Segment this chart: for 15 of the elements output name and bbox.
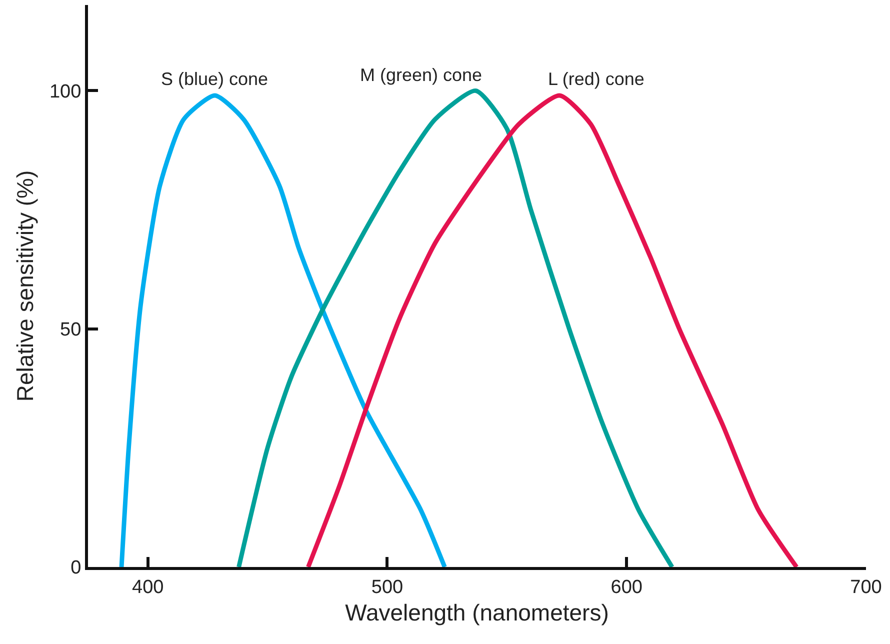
series-label: S (blue) cone	[161, 69, 268, 89]
x-tick-label: 600	[610, 576, 642, 598]
series-label: L (red) cone	[548, 69, 644, 89]
x-tick-label: 400	[132, 576, 164, 598]
y-axis-title: Relative sensitivity (%)	[12, 170, 38, 402]
line-series	[306, 93, 799, 567]
x-axis-title: Wavelength (nanometers)	[345, 599, 609, 626]
line-series	[236, 88, 674, 567]
series-label: M (green) cone	[360, 65, 482, 85]
line-series	[119, 93, 447, 567]
x-tick-label: 500	[371, 576, 404, 598]
y-tick-label: 100	[49, 81, 82, 102]
y-tick-label: 0	[70, 558, 82, 579]
y-tick-label: 50	[60, 320, 82, 341]
x-tick-label: 700	[850, 576, 882, 598]
